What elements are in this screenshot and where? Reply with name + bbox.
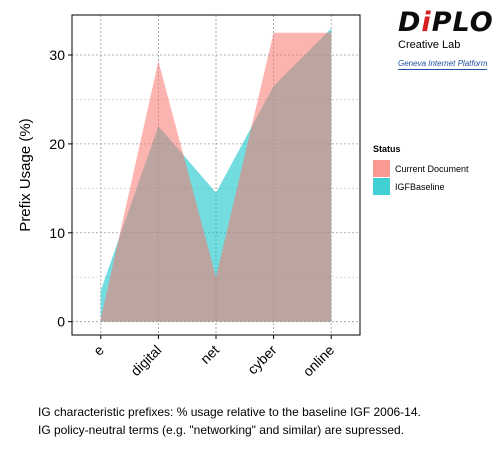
legend: Status Current Document IGFBaseline bbox=[373, 144, 469, 195]
y-axis-label: Prefix Usage (%) bbox=[17, 118, 34, 231]
y-tick-label: 30 bbox=[49, 47, 65, 63]
logo-platform: Geneva Internet Platform bbox=[398, 59, 488, 70]
legend-swatch bbox=[373, 160, 390, 177]
legend-label: IGFBaseline bbox=[395, 182, 445, 192]
x-tick-label: cyber bbox=[244, 342, 280, 378]
y-tick-label: 0 bbox=[57, 314, 65, 330]
legend-swatch bbox=[373, 178, 390, 195]
logo-word-accent: i bbox=[421, 7, 432, 38]
logo-subtitle: Creative Lab bbox=[398, 39, 461, 51]
x-tick-label: net bbox=[197, 342, 222, 367]
logo-wordmark: DiPLO bbox=[398, 7, 493, 38]
legend-label: Current Document bbox=[395, 164, 469, 174]
caption-line-2: IG policy-neutral terms (e.g. "networkin… bbox=[38, 423, 404, 437]
x-tick-label: digital bbox=[127, 342, 164, 379]
logo-word-lead: D bbox=[398, 7, 422, 38]
legend-title: Status bbox=[373, 144, 401, 154]
chart: 0 10 20 30 e digital net cyber online Prefix Usa… bbox=[17, 14, 469, 380]
x-tick-label: online bbox=[300, 342, 338, 380]
y-tick-label: 10 bbox=[49, 225, 65, 241]
y-tick-label: 20 bbox=[49, 136, 65, 152]
caption: IG characteristic prefixes: % usage rela… bbox=[38, 403, 421, 439]
diplo-logo: DiPLO Creative Lab Geneva Internet Platf… bbox=[398, 7, 493, 71]
x-tick-label: e bbox=[90, 342, 107, 359]
caption-line-1: IG characteristic prefixes: % usage rela… bbox=[38, 405, 421, 419]
area-series-layer bbox=[100, 28, 332, 322]
area-current-document bbox=[100, 32, 332, 322]
logo-word-tail: PLO bbox=[431, 7, 494, 38]
